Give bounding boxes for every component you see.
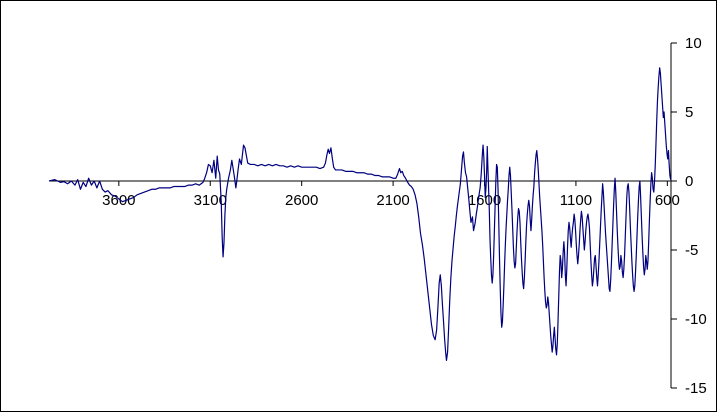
x-tick-label: 1100 [560, 192, 592, 209]
x-tick-label: 3600 [102, 192, 135, 209]
y-tick-label: 5 [685, 104, 693, 121]
axes-layer: 3600 3100 2600 2100 1600 1100 600 10 5 0 -5 -10 -15 [49, 35, 707, 397]
x-tick-label: 3100 [194, 192, 227, 209]
y-tick-label: 10 [685, 35, 702, 52]
series-layer [48, 67, 672, 361]
x-tick-label: 1600 [468, 192, 501, 209]
y-tick-label: -15 [685, 380, 707, 397]
y-tick-label: 0 [685, 173, 693, 190]
x-tick-label: 2600 [285, 192, 318, 209]
series-line [48, 67, 672, 361]
x-tick-label: 600 [655, 192, 680, 209]
y-tick-label: -5 [685, 242, 698, 259]
x-tick-label: 2100 [376, 192, 409, 209]
y-tick-label: -10 [685, 311, 707, 328]
